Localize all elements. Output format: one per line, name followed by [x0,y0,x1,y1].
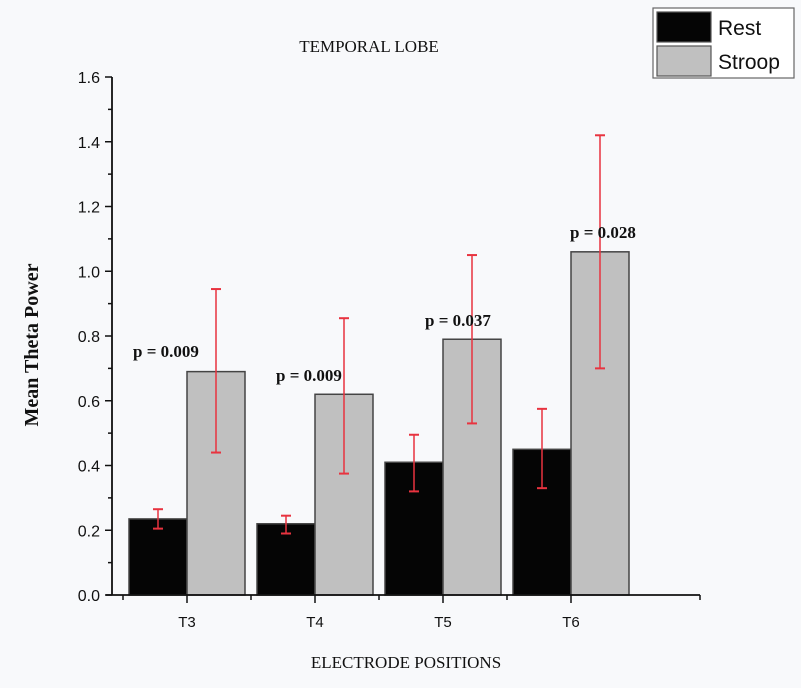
y-tick-label: 1.6 [78,70,100,87]
legend-swatch-rest [656,11,712,43]
bar-rest-t3 [128,518,188,596]
y-tick-label: 0.6 [78,394,100,411]
x-tick-label-t5: T5 [434,614,452,631]
chart-title: TEMPORAL LOBE [299,37,439,56]
y-tick-label: 0.0 [78,588,100,605]
legend: Rest Stroop [652,7,795,79]
p-value-annotation-t4: p = 0.009 [276,366,342,385]
legend-label-stroop: Stroop [718,51,780,74]
y-tick-label: 0.4 [78,459,100,476]
bar-stroop-t3 [186,370,246,596]
x-axis-label: ELECTRODE POSITIONS [311,653,501,672]
bar-rest-t4 [256,523,316,596]
p-value-annotation-t6: p = 0.028 [570,223,636,242]
bars-group [128,251,630,596]
legend-swatch-stroop [656,45,712,77]
x-tick-label-t3: T3 [178,614,196,631]
y-tick-label: 1.2 [78,200,100,217]
y-tick-label: 1.0 [78,264,100,281]
annotations-group: p = 0.009 p = 0.009 p = 0.037 p = 0.028 [133,223,636,385]
p-value-annotation-t5: p = 0.037 [425,311,491,330]
x-tick-label-t4: T4 [306,614,324,631]
legend-label-rest: Rest [718,17,761,40]
y-tick-label: 0.2 [78,523,100,540]
axes-group: 0.0 0.2 0.4 0.6 0.8 1.0 1.2 1.4 1.6 T3 T4 T5 T6 [78,70,701,631]
error-bars-group [153,134,605,535]
y-tick-label: 1.4 [78,135,100,152]
y-axis-label: Mean Theta Power [21,263,43,426]
x-tick-label-t6: T6 [562,614,580,631]
y-tick-label: 0.8 [78,329,100,346]
p-value-annotation-t3: p = 0.009 [133,342,199,361]
